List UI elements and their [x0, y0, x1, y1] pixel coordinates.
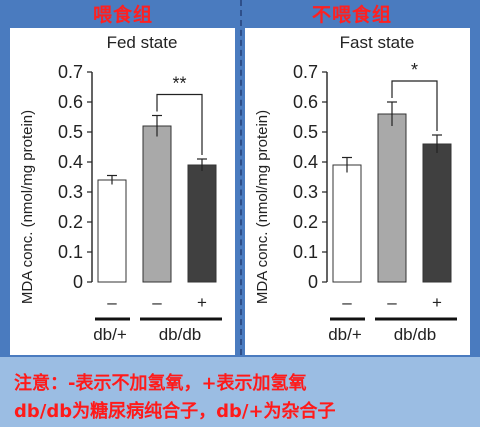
footnote-line-2: db/db为糖尿病纯合子，db/+为杂合子 — [14, 401, 336, 422]
bar — [332, 164, 362, 283]
category-label: – — [387, 293, 397, 312]
y-tick-label: 0.5 — [293, 122, 318, 142]
chart-title: Fed state — [107, 33, 178, 52]
bar — [187, 164, 217, 283]
y-tick-label: 0.1 — [58, 242, 83, 262]
y-tick-label: 0.7 — [58, 62, 83, 82]
y-tick-label: 0.6 — [293, 92, 318, 112]
y-tick-label: 0.2 — [58, 212, 83, 232]
panel-divider — [240, 0, 242, 355]
y-tick-label: 0.2 — [293, 212, 318, 232]
bar — [97, 179, 127, 283]
category-label: + — [432, 293, 442, 312]
significance-marker: * — [411, 60, 418, 80]
y-tick-label: 0.7 — [293, 62, 318, 82]
group-label: db/+ — [93, 325, 127, 344]
significance-bracket — [391, 80, 438, 131]
category-label: – — [342, 293, 352, 312]
y-axis-label: MDA conc. (nmol/mg protein) — [254, 110, 271, 304]
bar — [377, 113, 407, 283]
category-label: + — [197, 293, 207, 312]
footnote-line-1: 注意：-表示不加氢氧，+表示加氢氧 — [14, 373, 307, 394]
y-tick-label: 0 — [308, 272, 318, 292]
bar — [422, 143, 452, 283]
group-label: db/+ — [328, 325, 362, 344]
y-tick-label: 0.4 — [58, 152, 83, 172]
category-label: – — [107, 293, 117, 312]
bar — [142, 125, 172, 283]
chart-title: Fast state — [340, 33, 415, 52]
fast-group-header: 不喂食组 — [312, 4, 393, 26]
footnote-box: 注意：-表示不加氢氧，+表示加氢氧 db/db为糖尿病纯合子，db/+为杂合子 — [0, 357, 480, 427]
y-tick-label: 0.3 — [58, 182, 83, 202]
significance-marker: ** — [172, 74, 186, 94]
y-axis-label: MDA conc. (nmol/mg protein) — [19, 110, 36, 304]
group-label: db/db — [159, 325, 202, 344]
y-tick-label: 0.6 — [58, 92, 83, 112]
y-tick-label: 0 — [73, 272, 83, 292]
fast-chart: Fast state MDA conc. (nmol/mg protein) 0 0.… — [254, 33, 457, 344]
fed-chart: Fed state MDA conc. (nmol/mg protein) 0 0.1… — [19, 33, 222, 344]
group-label: db/db — [394, 325, 437, 344]
category-label: – — [152, 293, 162, 312]
y-tick-label: 0.1 — [293, 242, 318, 262]
significance-bracket — [156, 93, 203, 155]
y-tick-label: 0.3 — [293, 182, 318, 202]
fed-group-header: 喂食组 — [93, 4, 154, 26]
fast-chart-panel: Fast state MDA conc. (nmol/mg protein) 0 0.… — [245, 28, 470, 355]
y-tick-label: 0.5 — [58, 122, 83, 142]
y-tick-label: 0.4 — [293, 152, 318, 172]
fed-chart-panel: Fed state MDA conc. (nmol/mg protein) 0 0.1… — [10, 28, 235, 355]
